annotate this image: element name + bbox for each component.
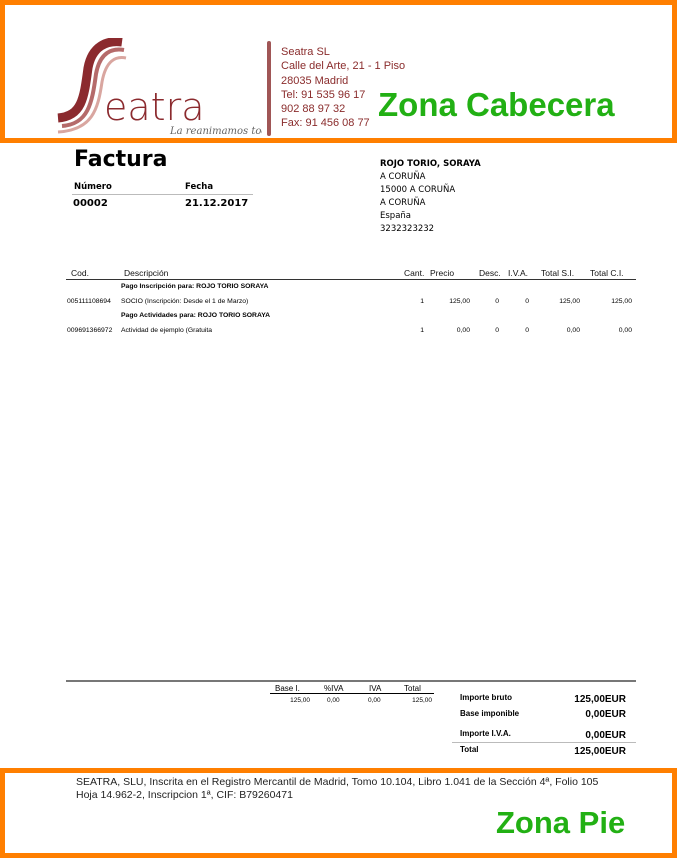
total-value: 0,00EUR [585, 709, 626, 720]
cell-qty: 1 [420, 327, 424, 334]
cell-code: 009691366972 [67, 327, 113, 334]
table-header-rule [66, 279, 636, 280]
client-line: A CORUÑA [380, 172, 426, 182]
cell-total-si: 0,00 [566, 327, 580, 334]
total-value: 125,00EUR [574, 694, 626, 705]
col-header: Cod. [71, 268, 89, 278]
footer-zone [0, 768, 677, 858]
group-title: Pago Inscripción para: ROJO TORIO SORAYA [121, 283, 269, 290]
company-name: Seatra SL [281, 46, 330, 58]
grand-total-value: 125,00EUR [574, 746, 626, 757]
cell-desc: SOCIO (Inscripción: Desde el 1 de Marzo) [121, 298, 249, 305]
divider [270, 693, 434, 694]
tax-header: Base I. [275, 684, 300, 693]
cell-disc: 0 [495, 298, 499, 305]
group-title: Pago Actividades para: ROJO TORIO SORAYA [121, 312, 271, 319]
total-label: Importe bruto [460, 693, 512, 702]
tax-value: 125,00 [412, 697, 432, 704]
header-divider [267, 41, 271, 136]
tax-header: Total [404, 684, 421, 693]
summary-rule [66, 680, 636, 682]
cell-qty: 1 [420, 298, 424, 305]
col-header: Desc. [479, 268, 501, 278]
client-address: ROJO TORIO, SORAYA A CORUÑA 15000 A CORU… [380, 158, 481, 236]
cell-price: 0,00 [456, 327, 470, 334]
tax-header: %IVA [324, 684, 344, 693]
cell-iva: 0 [525, 298, 529, 305]
col-header: Total C.I. [590, 268, 624, 278]
page-title: Factura [74, 147, 168, 172]
tax-value: 0,00 [327, 697, 340, 704]
legal-line: SEATRA, SLU, Inscrita en el Registro Mer… [76, 776, 599, 788]
company-phone-2: 902 88 97 32 [281, 103, 346, 116]
tax-value: 0,00 [368, 697, 381, 704]
total-label: Importe I.V.A. [460, 729, 511, 738]
seatra-logo: eatra La reanimamos todo [57, 38, 262, 137]
company-address: Calle del Arte, 21 - 1 Piso [281, 60, 406, 73]
tax-header: IVA [369, 684, 382, 693]
divider [452, 742, 636, 743]
col-header: Total S.I. [541, 268, 575, 278]
zone-header-label: Zona Cabecera [378, 86, 615, 123]
company-phone: Tel: 91 535 96 17 [281, 88, 366, 101]
total-label: Total [460, 745, 479, 754]
cell-total-si: 125,00 [559, 298, 580, 305]
date-label: Fecha [185, 182, 214, 192]
client-line: 15000 A CORUÑA [380, 185, 456, 195]
number-label: Número [74, 182, 112, 192]
client-phone: 3232323232 [380, 224, 435, 234]
client-line: A CORUÑA [380, 198, 426, 208]
divider [72, 194, 253, 195]
company-city: 28035 Madrid [281, 74, 349, 87]
cell-price: 125,00 [449, 298, 470, 305]
svg-text:La reanimamos todo: La reanimamos todo [169, 126, 262, 137]
svg-text:eatra: eatra [104, 85, 204, 129]
tax-value: 125,00 [290, 697, 310, 704]
col-header: Descripción [124, 268, 169, 278]
cell-total-ci: 125,00 [611, 298, 632, 305]
cell-total-ci: 0,00 [618, 327, 632, 334]
cell-iva: 0 [525, 327, 529, 334]
col-header: Cant. [404, 268, 425, 278]
total-value: 0,00EUR [585, 730, 626, 741]
company-fax: Fax: 91 456 08 77 [281, 117, 370, 130]
client-line: España [380, 211, 411, 221]
cell-code: 005111108694 [67, 298, 111, 305]
col-header: I.V.A. [508, 268, 529, 278]
invoice-number: 00002 [73, 198, 108, 209]
zone-footer-label: Zona Pie [496, 805, 626, 840]
cell-disc: 0 [495, 327, 499, 334]
invoice-date: 21.12.2017 [185, 198, 249, 209]
company-info: Seatra SL Calle del Arte, 21 - 1 Piso 28… [281, 45, 405, 131]
header-zone [0, 0, 677, 143]
total-label: Base imponible [460, 709, 520, 718]
col-header: Precio [430, 268, 455, 278]
cell-desc: Actividad de ejemplo (Gratuita [121, 327, 213, 334]
legal-text: SEATRA, SLU, Inscrita en el Registro Mer… [76, 776, 656, 802]
legal-line: Hoja 14.962-2, Inscripcion 1ª, CIF: B792… [76, 789, 293, 801]
client-name: ROJO TORIO, SORAYA [380, 159, 481, 169]
